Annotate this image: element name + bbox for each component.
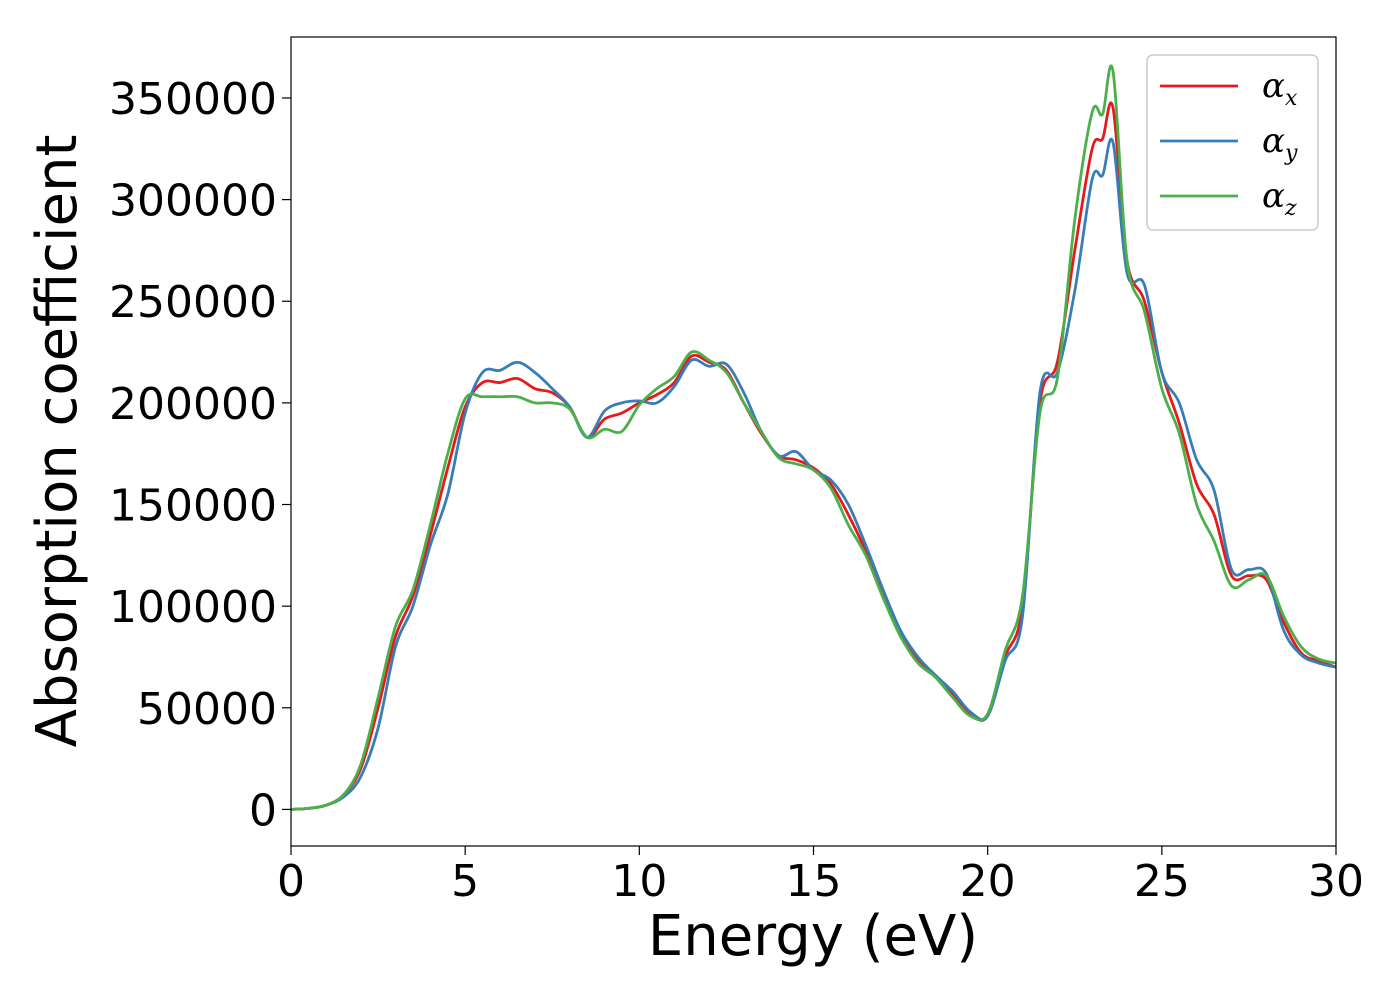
x-tick-label: 20	[960, 856, 1016, 907]
x-tick-label: 5	[451, 856, 479, 907]
y-tick-label: 0	[249, 785, 277, 836]
y-tick-label: 50000	[137, 684, 277, 735]
x-axis-ticks: 0 5 10 15 20 25 30	[277, 846, 1364, 907]
legend-box	[1146, 54, 1319, 231]
y-tick-label: 100000	[109, 582, 277, 633]
y-tick-label: 300000	[109, 176, 277, 227]
x-tick-label: 30	[1308, 856, 1364, 907]
legend-label-y: αy	[1262, 121, 1298, 166]
y-axis-ticks: 0 50000 100000 150000 200000 250000 300000 3500…	[109, 74, 291, 836]
series-layer	[290, 64, 1337, 811]
y-tick-label: 350000	[109, 74, 277, 125]
x-tick-label: 0	[277, 856, 305, 907]
y-tick-label: 200000	[109, 379, 277, 430]
y-tick-label: 150000	[109, 481, 277, 532]
y-axis-label: Absorption coefficient	[25, 135, 90, 748]
x-tick-label: 10	[611, 856, 667, 907]
series-line-z	[290, 64, 1337, 811]
x-tick-label: 15	[786, 856, 842, 907]
series-line-y	[290, 137, 1337, 811]
x-axis-label: Energy (eV)	[648, 904, 978, 969]
x-tick-label: 25	[1134, 856, 1190, 907]
y-tick-label: 250000	[109, 277, 277, 328]
